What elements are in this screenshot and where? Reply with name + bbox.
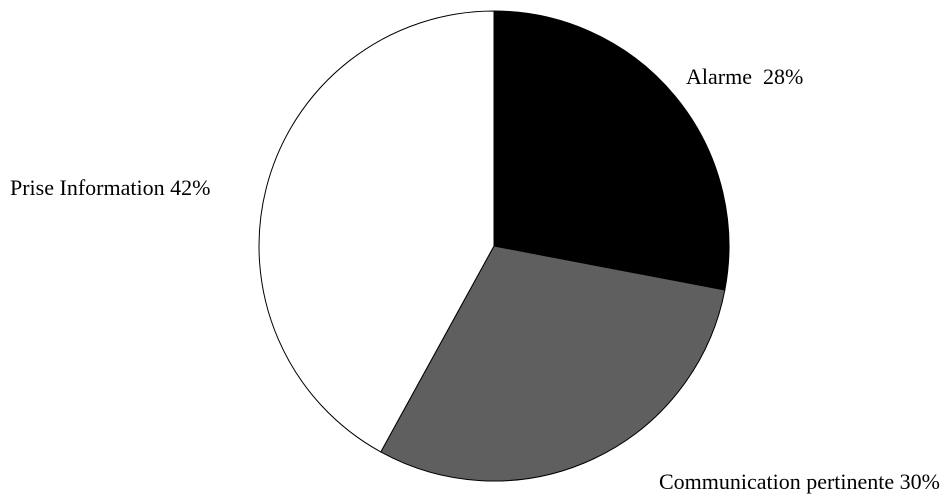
- slice-label-prise-information: Prise Information 42%: [10, 175, 210, 200]
- slice-label-communication-pertinente: Communication pertinente 30%: [659, 469, 940, 494]
- slice-communication-pertinente: [380, 245, 726, 482]
- slices-group: [258, 10, 730, 482]
- slice-alarme: [493, 10, 730, 291]
- labels-group: Alarme 28% Communication pertinente 30% …: [10, 64, 940, 494]
- slice-label-alarme: Alarme 28%: [686, 64, 803, 89]
- slice-prise-information: [258, 10, 495, 453]
